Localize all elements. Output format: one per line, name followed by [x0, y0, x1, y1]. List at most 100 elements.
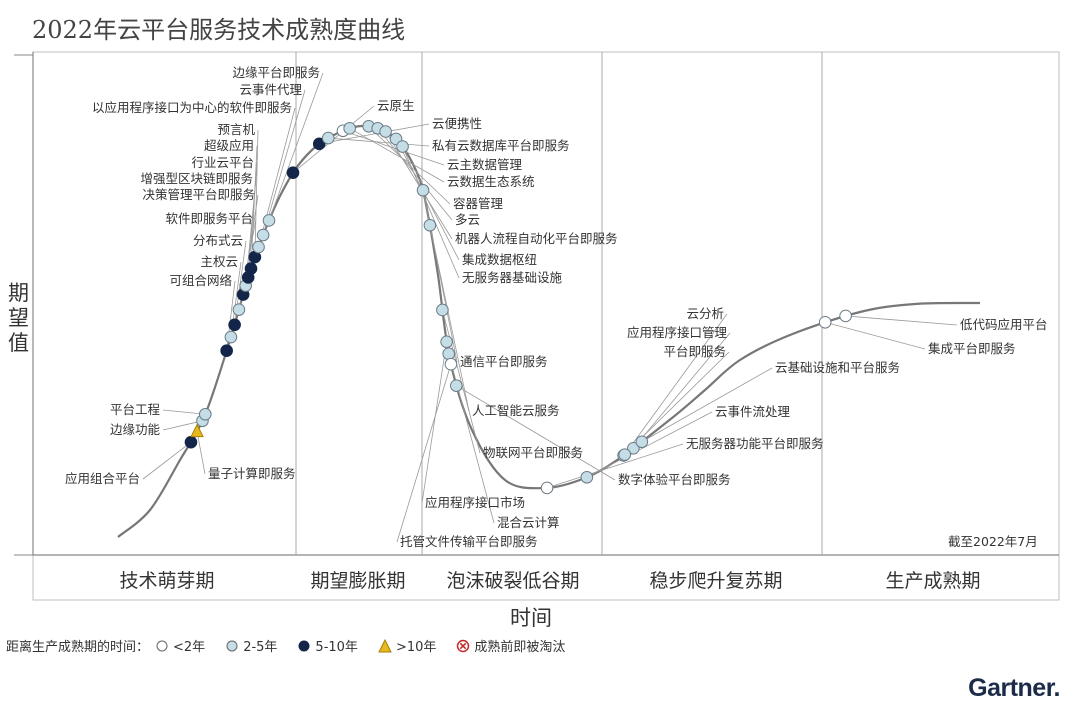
leader-line [377, 127, 453, 221]
point-label: 行业云平台 [191, 155, 254, 170]
point-label: 低代码应用平台 [960, 317, 1048, 332]
leader-line [268, 72, 324, 221]
point-label: 云分析 [686, 306, 724, 321]
leader-line [395, 138, 460, 261]
point-label: 量子计算即服务 [208, 466, 296, 481]
legend-prefix: 距离生产成熟期的时间： [6, 640, 150, 655]
yellow-triangle-icon [378, 638, 392, 652]
data-point [262, 214, 276, 227]
point-label: 主权云 [200, 254, 238, 269]
data-point [436, 303, 449, 317]
data-point [442, 347, 456, 361]
point-label: 云便携性 [432, 116, 482, 131]
data-point [184, 435, 198, 449]
leader-line [456, 385, 616, 481]
leader-line [162, 409, 206, 415]
point-label: 容器管理 [453, 196, 504, 211]
point-label: 可组合网络 [169, 273, 232, 288]
white-circle-icon [156, 640, 168, 651]
y-axis-label-char-1: 期 [8, 281, 29, 305]
data-point [818, 315, 832, 329]
point-label: 集成数据枢纽 [462, 252, 537, 267]
legend-label-lt2: <2年 [173, 640, 206, 655]
leader-line [586, 411, 713, 478]
legend-item-gt10: >10年 [378, 636, 436, 655]
date-note: 截至2022年7月 [948, 534, 1038, 549]
point-label: 应用程序接口市场 [425, 495, 525, 510]
point-label: 无服务器基础设施 [462, 270, 563, 285]
data-point [220, 344, 233, 357]
data-point [396, 140, 409, 153]
point-label: 托管文件传输平台即服务 [400, 534, 538, 549]
data-point [540, 481, 554, 495]
point-label: 机器人流程自动化平台即服务 [455, 231, 618, 246]
y-axis-label: 期 望 值 [8, 281, 29, 355]
point-label: 多云 [455, 212, 480, 227]
leader-line [624, 313, 728, 455]
leader-line [429, 225, 470, 412]
data-point [232, 303, 246, 316]
legend-item-obsolete: 成熟前即被淘汰 [456, 636, 565, 655]
data-point [423, 218, 437, 232]
point-label: 人工智能云服务 [472, 403, 560, 418]
data-point [228, 318, 241, 332]
red-x-circle-icon [457, 639, 470, 652]
point-label: 云数据生态系统 [447, 174, 535, 189]
data-point [343, 122, 356, 135]
point-label: 边缘功能 [110, 422, 161, 437]
point-label: 决策管理平台即服务 [142, 187, 255, 202]
leader-line [421, 341, 448, 504]
data-point [450, 379, 463, 392]
point-label: 平台即服务 [663, 344, 726, 359]
point-label: 增强型区块链即服务 [140, 171, 253, 186]
data-point [839, 309, 852, 323]
x-axis-label: 时间 [510, 606, 552, 630]
point-label: 物联网平台即服务 [483, 445, 583, 460]
data-point [224, 330, 238, 344]
leader-line [254, 129, 259, 258]
point-label: 应用组合平台 [65, 471, 140, 486]
light-blue-circle-icon [226, 640, 238, 651]
data-point [416, 183, 430, 197]
data-point [256, 228, 270, 242]
point-label: 私有云数据库平台即服务 [432, 138, 570, 153]
point-label: 数字体验平台即服务 [618, 472, 731, 487]
data-point [580, 470, 594, 484]
leader-line [196, 431, 206, 475]
point-label: 以应用程序接口为中心的软件即服务 [92, 100, 292, 115]
leader-line [641, 367, 773, 443]
data-point [244, 262, 258, 275]
leader-line [546, 443, 684, 489]
data-point [440, 335, 453, 349]
phase-label: 稳步爬升复苏期 [649, 570, 782, 592]
phase-label: 期望膨胀期 [310, 570, 405, 592]
leader-line [162, 420, 203, 431]
legend-item-2to5: 2-5年 [225, 636, 277, 655]
legend-label-2to5: 2-5年 [243, 640, 278, 655]
leader-line [396, 364, 452, 543]
point-label: 分布式云 [193, 233, 243, 248]
legend-label-obsolete: 成熟前即被淘汰 [474, 640, 566, 655]
data-point [618, 448, 632, 461]
legend-label-gt10: >10年 [395, 640, 437, 655]
legend-label-5to10: 5-10年 [315, 640, 358, 655]
data-point [312, 137, 326, 151]
point-label: 应用程序接口管理 [627, 325, 728, 340]
point-label: 云基础设施和平台服务 [775, 360, 900, 375]
legend-item-5to10: 5-10年 [297, 636, 358, 655]
leader-line [349, 127, 445, 183]
phase-label: 技术萌芽期 [119, 570, 214, 592]
leader-line [845, 315, 958, 326]
point-label: 云事件代理 [239, 82, 302, 97]
leader-line [402, 146, 460, 279]
point-label: 云事件流处理 [715, 404, 791, 419]
leader-line [319, 123, 430, 145]
data-point [252, 240, 265, 254]
leader-line [328, 137, 430, 147]
data-point [635, 435, 649, 449]
point-label: 无服务器功能平台即服务 [686, 436, 824, 451]
point-label: 软件即服务平台 [165, 211, 253, 226]
point-label: 集成平台即服务 [928, 341, 1016, 356]
point-label: 云原生 [377, 98, 415, 113]
